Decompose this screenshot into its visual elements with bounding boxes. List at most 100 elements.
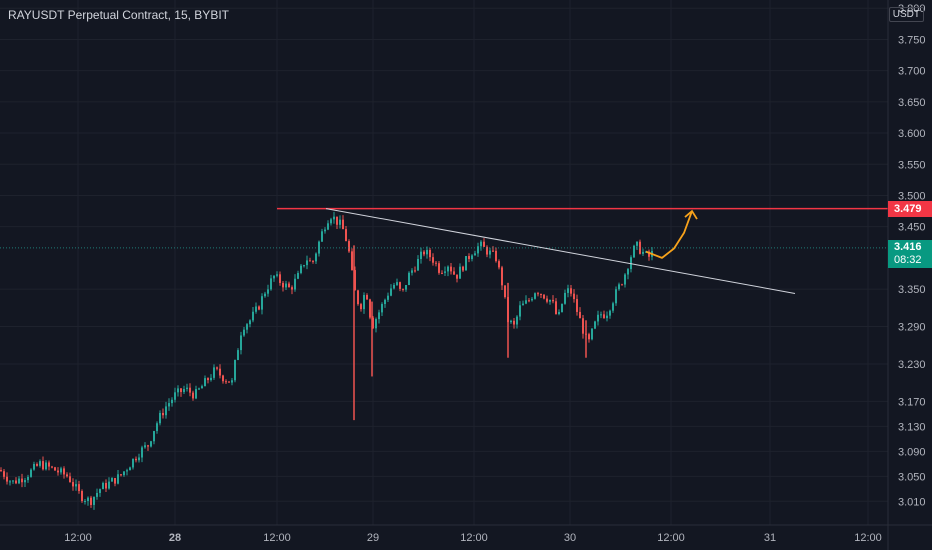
candle-body xyxy=(279,274,281,283)
candle-body xyxy=(624,274,626,285)
candle-body xyxy=(3,471,5,477)
candle-body xyxy=(171,399,173,404)
candle-body xyxy=(495,250,497,262)
candle-body xyxy=(306,260,308,266)
y-tick-label: 3.600 xyxy=(898,128,926,140)
candle-body xyxy=(453,271,455,275)
candle-body xyxy=(384,299,386,305)
projection-arrow[interactable] xyxy=(645,210,693,259)
candle-body xyxy=(258,306,260,310)
candle-body xyxy=(162,412,164,416)
candle-body xyxy=(441,272,443,274)
candle-body xyxy=(120,474,122,476)
currency-label[interactable]: USDT xyxy=(888,7,924,22)
symbol-title[interactable]: RAYUSDT Perpetual Contract, 15, BYBIT xyxy=(8,8,229,22)
candle-body xyxy=(27,476,29,481)
candle-body xyxy=(135,458,137,461)
last-price-badge: 3.416 08:32 xyxy=(888,239,932,268)
candle-body xyxy=(102,482,104,490)
candle-body xyxy=(12,480,14,482)
candle-body xyxy=(333,216,335,220)
candle-body xyxy=(153,431,155,442)
candle-body xyxy=(36,463,38,466)
candle-body xyxy=(321,231,323,242)
candle-body xyxy=(174,392,176,400)
candle-body xyxy=(144,445,146,448)
candle-body xyxy=(636,241,638,246)
trendline[interactable] xyxy=(325,208,796,294)
candle-body xyxy=(348,241,350,252)
candle-body xyxy=(435,262,437,264)
candle-body xyxy=(225,381,227,383)
candle-body xyxy=(264,293,266,297)
x-tick-label: 12:00 xyxy=(657,532,685,544)
candle-body xyxy=(150,441,152,447)
candle-body xyxy=(549,299,551,302)
candle-body xyxy=(357,290,359,305)
candle-body xyxy=(327,223,329,230)
candle-body xyxy=(558,312,560,315)
y-tick-label: 3.750 xyxy=(898,34,926,46)
candle-body xyxy=(456,274,458,279)
candle-body xyxy=(525,300,527,304)
candle-body xyxy=(54,467,56,471)
y-tick-label: 3.090 xyxy=(898,446,926,458)
candle-body xyxy=(606,315,608,319)
candle-body xyxy=(615,289,617,304)
candle-body xyxy=(9,481,11,483)
candle-body xyxy=(519,305,521,317)
grid xyxy=(0,0,888,525)
candle-countdown: 08:32 xyxy=(894,253,922,266)
candle-body xyxy=(72,482,74,487)
candle-body xyxy=(240,335,242,351)
candle-body xyxy=(489,250,491,255)
candle-body xyxy=(477,246,479,254)
candle-body xyxy=(417,258,419,271)
candle-body xyxy=(612,303,614,311)
y-tick-label: 3.450 xyxy=(898,222,926,234)
candle-body xyxy=(33,463,35,470)
y-tick-label: 3.350 xyxy=(898,284,926,296)
candle-body xyxy=(45,462,47,470)
candle-body xyxy=(6,476,8,482)
candle-body xyxy=(423,251,425,255)
candle-body xyxy=(594,321,596,329)
candle-body xyxy=(330,219,332,224)
candle-body xyxy=(24,480,26,483)
candle-body xyxy=(288,283,290,288)
candle-body xyxy=(504,285,506,298)
candle-body xyxy=(516,316,518,325)
candle-body xyxy=(531,298,533,301)
candle-body xyxy=(429,249,431,258)
candle-body xyxy=(270,278,272,290)
candle-body xyxy=(351,251,353,271)
y-tick-label: 3.650 xyxy=(898,97,926,109)
candle-body xyxy=(276,274,278,276)
candle-body xyxy=(573,293,575,300)
candle-body xyxy=(444,271,446,273)
candle-body xyxy=(105,482,107,489)
candle-body xyxy=(576,299,578,312)
candle-body xyxy=(87,497,89,502)
candle-body xyxy=(552,299,554,302)
x-tick-label: 28 xyxy=(169,532,181,544)
candle-body xyxy=(81,491,83,502)
candle-body xyxy=(540,293,542,295)
candle-body xyxy=(219,368,221,376)
candle-body xyxy=(372,317,374,329)
candle-body xyxy=(111,478,113,482)
candle-body xyxy=(69,476,71,483)
candle-body xyxy=(90,497,92,505)
candle-body xyxy=(123,471,125,476)
candle-body xyxy=(588,334,590,340)
candle-body xyxy=(117,474,119,484)
x-tick-label: 30 xyxy=(564,532,576,544)
candle-body xyxy=(411,270,413,273)
candle-body xyxy=(408,272,410,286)
candle-body xyxy=(177,388,179,393)
projection-arrow-head xyxy=(684,209,698,220)
candle-body xyxy=(579,311,581,319)
candle-body xyxy=(96,492,98,497)
